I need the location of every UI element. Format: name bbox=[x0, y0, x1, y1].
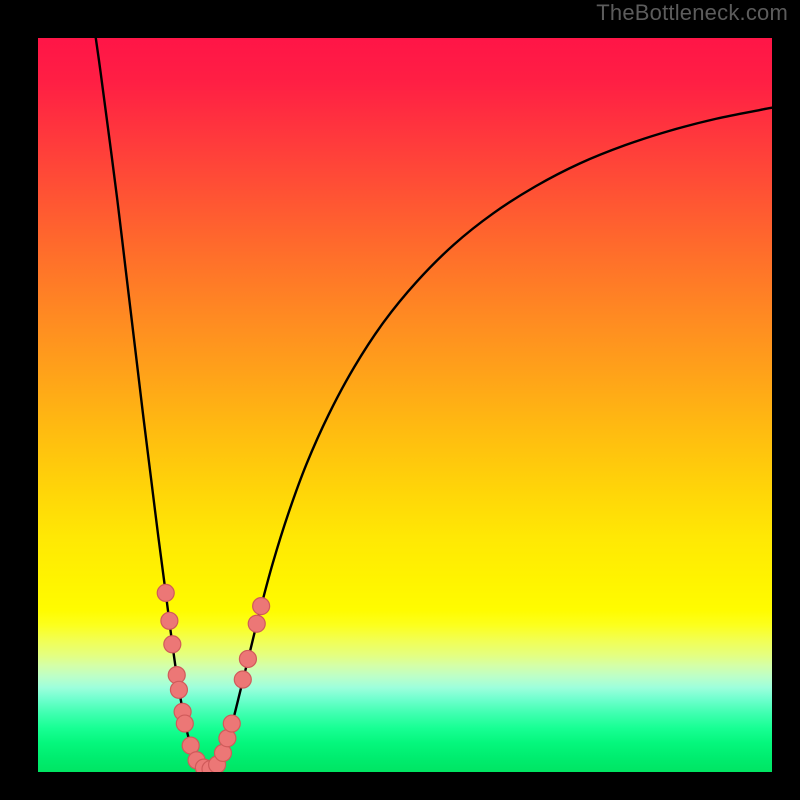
data-marker bbox=[170, 681, 187, 698]
data-marker bbox=[253, 598, 270, 615]
curve-group bbox=[92, 9, 772, 770]
plot-area bbox=[38, 38, 772, 772]
data-marker bbox=[161, 612, 178, 629]
data-marker bbox=[239, 650, 256, 667]
markers-group bbox=[157, 584, 269, 777]
data-marker bbox=[248, 615, 265, 632]
chart-svg bbox=[38, 38, 772, 772]
data-marker bbox=[234, 671, 251, 688]
data-marker bbox=[164, 636, 181, 653]
watermark-text: TheBottleneck.com bbox=[596, 0, 788, 26]
data-marker bbox=[223, 715, 240, 732]
curve-right-branch bbox=[209, 108, 772, 770]
data-marker bbox=[176, 715, 193, 732]
curve-left-branch bbox=[92, 9, 209, 770]
data-marker bbox=[157, 584, 174, 601]
root-container: TheBottleneck.com bbox=[0, 0, 800, 800]
